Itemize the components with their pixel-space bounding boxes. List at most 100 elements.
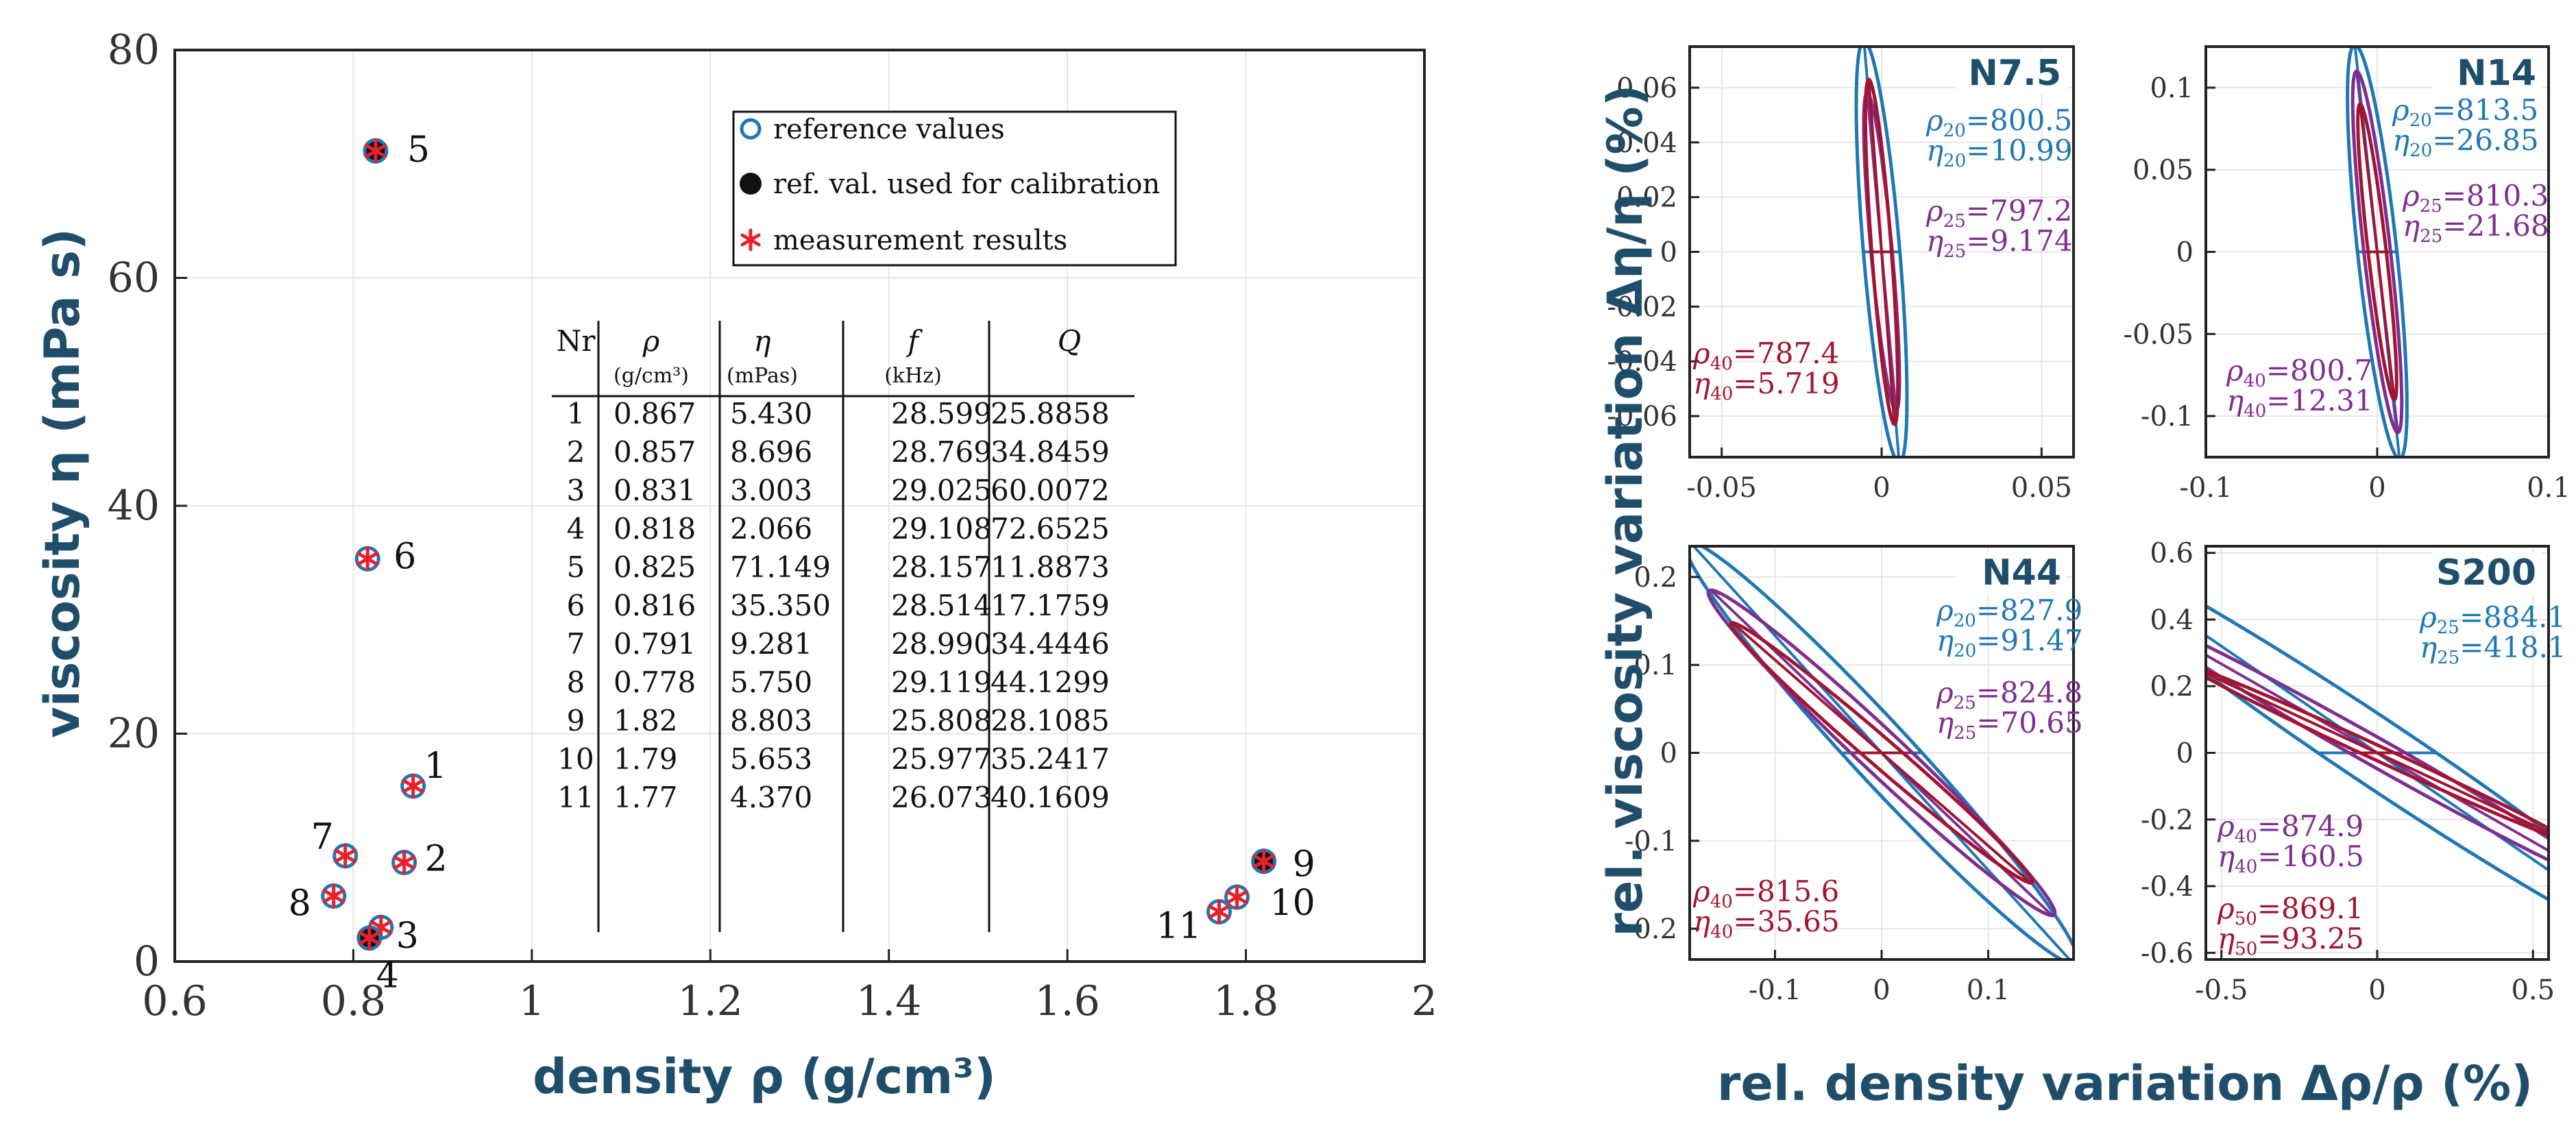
ellipses xyxy=(1690,546,2074,959)
point-measurement-marker xyxy=(364,138,387,164)
panel-title-bg xyxy=(1957,52,2067,95)
y-tick-label: -0.1 xyxy=(1625,826,1677,857)
annotation-eta-25: η25=70.65 xyxy=(1936,706,2083,744)
x-tick-label: 0.5 xyxy=(2511,975,2555,1006)
x-tick-label: 0.8 xyxy=(321,977,386,1025)
table-cell: 5.653 xyxy=(730,742,812,776)
panel-s200: -0.5 0 0.5 -0.6 -0.4 -0.2 0 0.2 0.4 0.6 S200 ρ25=88… xyxy=(2141,538,2566,1006)
y-tick-label: 0 xyxy=(1660,738,1677,770)
x-tick-label: 0 xyxy=(2368,975,2385,1006)
x-tick-label: 0.6 xyxy=(142,977,207,1025)
x-tick-label: -0.5 xyxy=(2195,975,2248,1006)
table-cell: 28.157 xyxy=(891,550,992,584)
x-tick-label: 2 xyxy=(1411,977,1437,1025)
table-cell: 0.867 xyxy=(613,397,696,430)
legend-marker-calibration xyxy=(740,173,762,195)
panel-title: S200 xyxy=(2436,552,2536,594)
annotation-eta-40: η40=160.5 xyxy=(2217,840,2364,877)
table-cell: 72.6525 xyxy=(991,512,1110,546)
star-stroke xyxy=(740,233,761,247)
panel-title: N14 xyxy=(2457,53,2536,94)
table-cell: 1 xyxy=(567,397,585,430)
table-cell: 29.119 xyxy=(891,665,992,699)
panel-n7-5: -0.05 0 0.05 -0.06 -0.04 -0.02 0 0.02 0.04 0.06 N7… xyxy=(1607,45,2075,504)
annotation-rho-20: ρ20=800.5 xyxy=(1925,103,2072,141)
table-cell: 29.025 xyxy=(891,474,992,507)
point-measurement-marker xyxy=(393,849,416,875)
table-cell: 5.430 xyxy=(730,397,812,430)
annotation-eta-20: η20=91.47 xyxy=(1936,624,2083,661)
data-point-6: 6 xyxy=(354,536,416,577)
annotation-eta-25: η25=9.174 xyxy=(1926,224,2073,262)
x-tick-label: 1.8 xyxy=(1213,977,1278,1025)
y-tick-label: -0.04 xyxy=(1607,346,1677,378)
annotation-eta-20: η20=26.85 xyxy=(2392,123,2539,161)
table-cell: 44.1299 xyxy=(991,665,1110,699)
y-tick-label: 0.1 xyxy=(1633,650,1677,681)
table-cell: 1.77 xyxy=(613,781,678,814)
annotation-rho-40: ρ40=874.9 xyxy=(2217,809,2364,847)
point-label: 3 xyxy=(396,916,419,957)
x-tick-label: -0.1 xyxy=(1749,975,1801,1006)
legend-entry-1: ref. val. used for calibration xyxy=(773,169,1160,200)
data-point-11: 11 xyxy=(1156,898,1232,946)
ellipses xyxy=(2346,47,2409,457)
table-header-3: f xyxy=(906,324,923,358)
star-stroke xyxy=(402,779,425,794)
x-tick-label: -0.1 xyxy=(2179,472,2232,504)
ellipse-40 xyxy=(1863,77,1900,426)
y-tick-label: 0 xyxy=(1660,237,1677,269)
point-label: 7 xyxy=(311,817,334,858)
x-tick-label: 1.6 xyxy=(1034,977,1099,1025)
table-cell: 28.514 xyxy=(891,589,992,622)
annotation-rho-25: ρ25=797.2 xyxy=(1925,194,2072,232)
table-cell: 9 xyxy=(567,704,585,737)
table-cell: 28.990 xyxy=(891,627,992,661)
panel-title: N7.5 xyxy=(1968,53,2061,94)
data-point-2: 2 xyxy=(391,838,448,879)
table-cell: 1.82 xyxy=(613,704,678,737)
panel-title-bg xyxy=(2432,52,2542,95)
y-tick-label: 0 xyxy=(2176,738,2194,770)
table-cell: 0.831 xyxy=(613,474,696,507)
y-tick-label: 0 xyxy=(2176,237,2194,269)
y-tick-label: 0.2 xyxy=(2150,671,2194,702)
table-unit-1: (g/cm³) xyxy=(613,364,689,388)
table-cell: 0.857 xyxy=(613,435,696,469)
right-x-label: rel. density variation Δρ/ρ (%) xyxy=(1717,1055,2533,1112)
ellipse-25 xyxy=(2206,604,2549,902)
table-header-2: η xyxy=(753,324,770,358)
table-cell: 40.1609 xyxy=(991,781,1110,814)
table-cell: 0.825 xyxy=(613,550,696,584)
y-tick-label: -0.06 xyxy=(1607,401,1677,432)
star-stroke xyxy=(356,551,379,566)
point-measurement-marker xyxy=(402,773,425,799)
y-tick-label: 0 xyxy=(134,938,160,986)
point-label: 6 xyxy=(393,536,416,577)
point-label: 9 xyxy=(1293,844,1315,885)
table-cell: 5.750 xyxy=(730,665,812,699)
data-point-3: 3 xyxy=(368,914,419,957)
table-cell: 5 xyxy=(567,550,585,584)
table-unit-2: (mPas) xyxy=(727,364,798,388)
y-tick-label: -0.05 xyxy=(2123,319,2194,350)
star-stroke xyxy=(1226,890,1248,905)
annotation-rho-25: ρ25=884.1 xyxy=(2419,600,2566,638)
table-cell: 10 xyxy=(557,742,594,776)
table-cell: 7 xyxy=(567,627,585,661)
point-label: 8 xyxy=(289,883,311,924)
x-tick-label: 0 xyxy=(2368,472,2385,504)
x-tick-label: 0 xyxy=(1873,975,1890,1006)
x-tick-label: 0.05 xyxy=(2011,472,2072,504)
table-cell: 34.4446 xyxy=(991,627,1110,661)
table-cell: 2 xyxy=(567,435,585,469)
x-tick-label: 1 xyxy=(519,977,545,1025)
table-cell: 60.0072 xyxy=(991,474,1110,507)
table-cell: 71.149 xyxy=(730,550,831,584)
table-unit-3: (kHz) xyxy=(884,364,942,388)
panel-n44: -0.1 0 0.1 -0.2 -0.1 0 0.1 0.2 N44ρ20=827.9η20=9… xyxy=(1625,545,2083,1006)
star-stroke xyxy=(334,848,357,864)
legend-entry-2: measurement results xyxy=(773,225,1067,256)
point-measurement-marker xyxy=(1252,848,1275,875)
